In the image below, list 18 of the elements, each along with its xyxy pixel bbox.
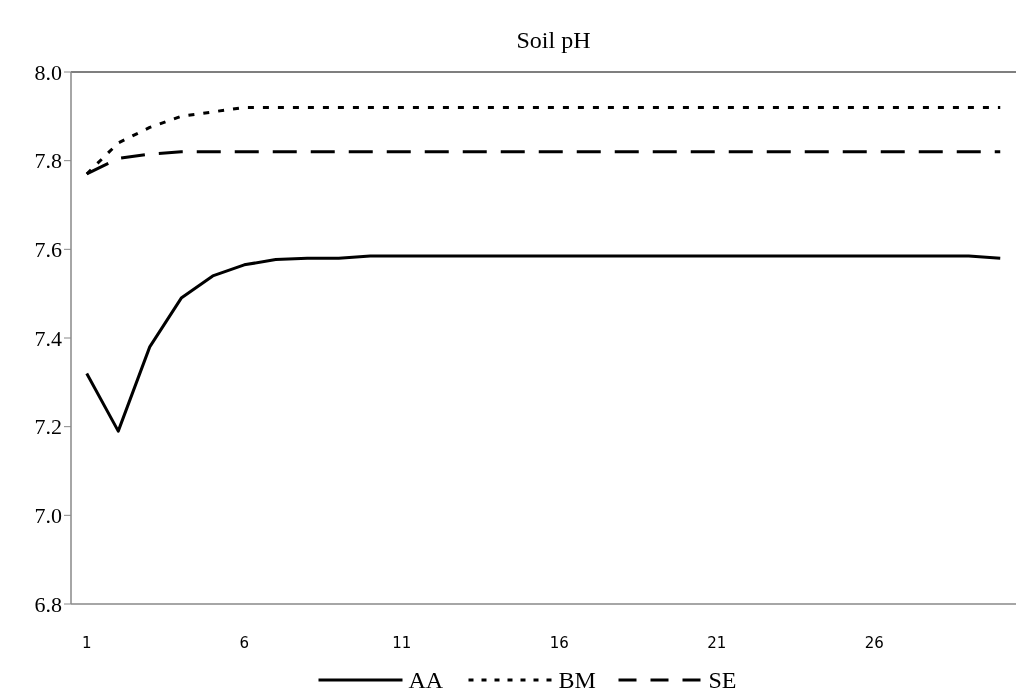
line-series <box>85 254 1002 433</box>
legend-label: AA <box>408 667 444 693</box>
y-tick-label: 6.8 <box>34 591 62 617</box>
x-tick-label: 26 <box>864 634 884 652</box>
y-tick-label: 8.0 <box>34 59 62 85</box>
x-tick-label: 6 <box>239 634 250 652</box>
y-tick-label: 7.0 <box>34 503 62 529</box>
x-tick-label: 21 <box>707 634 727 652</box>
legend-label: BM <box>558 667 596 693</box>
legend-label: SE <box>708 667 737 693</box>
y-tick-label: 7.8 <box>34 148 62 174</box>
chart-title: Soil pH <box>516 27 591 53</box>
y-tick-label: 7.2 <box>34 414 62 440</box>
y-tick-label: 7.6 <box>34 237 62 263</box>
x-tick-label: 16 <box>549 634 569 652</box>
x-tick-label: 1 <box>81 634 92 652</box>
y-tick-label: 7.4 <box>34 325 62 351</box>
x-tick-label: 11 <box>392 634 412 652</box>
